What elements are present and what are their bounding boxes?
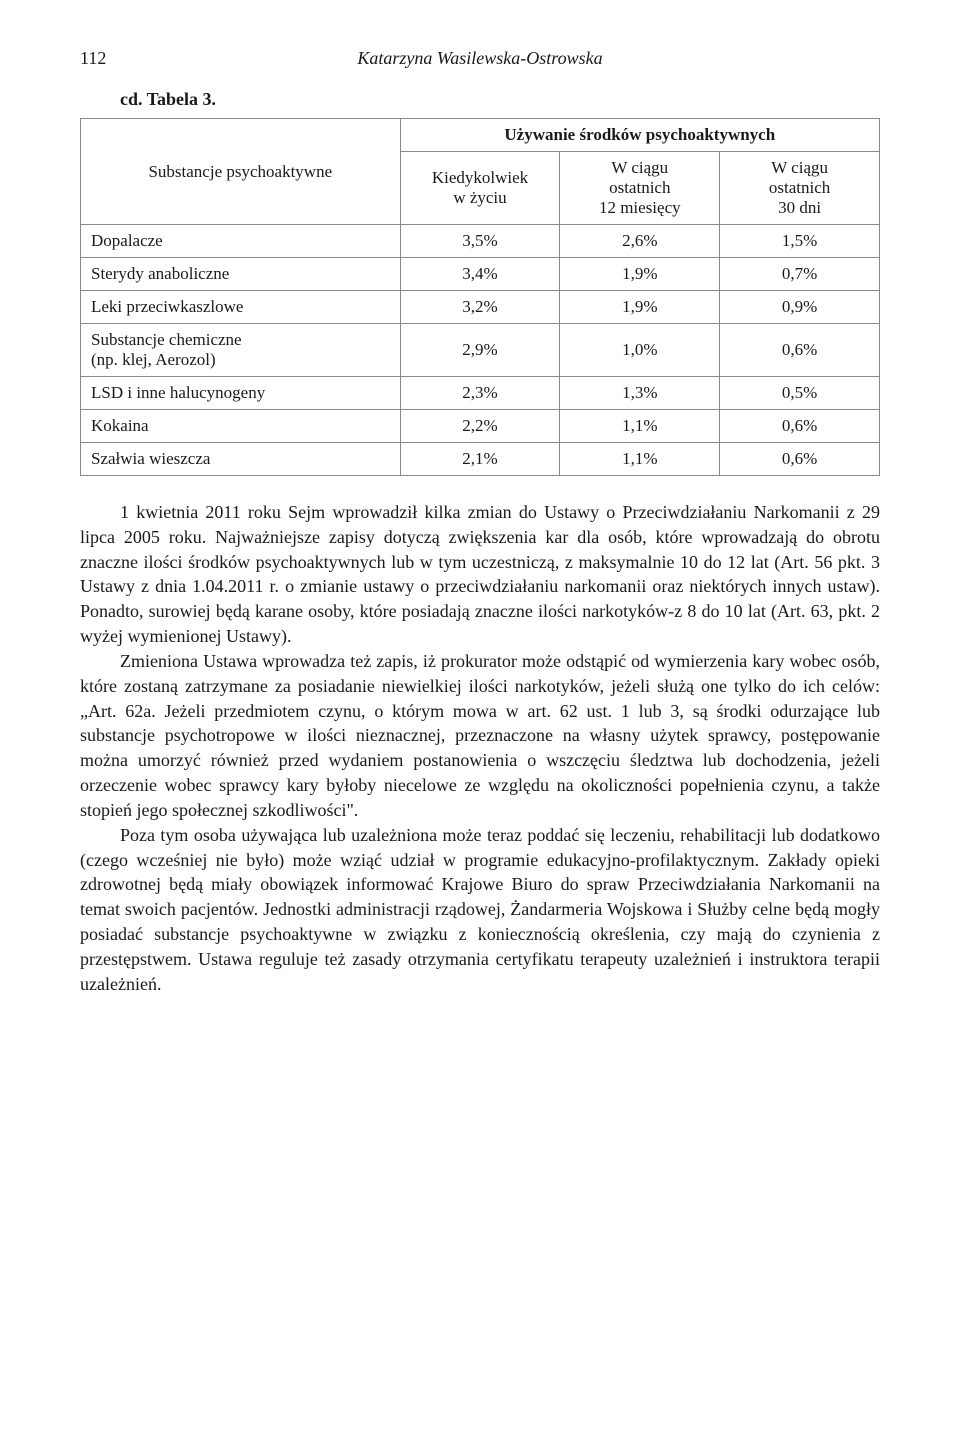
table-row-label: Substancje chemiczne(np. klej, Aerozol) xyxy=(81,324,401,377)
table-row-label: Sterydy anaboliczne xyxy=(81,258,401,291)
table-cell-value: 1,0% xyxy=(560,324,720,377)
table-cell-value: 1,1% xyxy=(560,443,720,476)
table-cell-value: 0,9% xyxy=(720,291,880,324)
table-col-header: Kiedykolwiekw życiu xyxy=(400,152,560,225)
table-row: Sterydy anaboliczne3,4%1,9%0,7% xyxy=(81,258,880,291)
table-row: LSD i inne halucynogeny2,3%1,3%0,5% xyxy=(81,377,880,410)
table-cell-value: 1,5% xyxy=(720,225,880,258)
table-cell-value: 1,9% xyxy=(560,291,720,324)
body-paragraph: Poza tym osoba używająca lub uzależniona… xyxy=(80,823,880,997)
table-cell-value: 0,6% xyxy=(720,443,880,476)
table-cell-value: 3,4% xyxy=(400,258,560,291)
table-cell-value: 2,9% xyxy=(400,324,560,377)
table-row-label: LSD i inne halucynogeny xyxy=(81,377,401,410)
table-cell-value: 3,2% xyxy=(400,291,560,324)
table-col-header: W ciąguostatnich30 dni xyxy=(720,152,880,225)
table-row: Dopalacze3,5%2,6%1,5% xyxy=(81,225,880,258)
table-cell-value: 2,1% xyxy=(400,443,560,476)
table-row-label: Dopalacze xyxy=(81,225,401,258)
table-cell-value: 0,5% xyxy=(720,377,880,410)
body-text: 1 kwietnia 2011 roku Sejm wprowadził kil… xyxy=(80,500,880,997)
table-row: Leki przeciwkaszlowe3,2%1,9%0,9% xyxy=(81,291,880,324)
table-super-header: Używanie środków psychoaktywnych xyxy=(400,119,879,152)
table-cell-value: 0,6% xyxy=(720,324,880,377)
table-cell-value: 0,7% xyxy=(720,258,880,291)
body-paragraph: 1 kwietnia 2011 roku Sejm wprowadził kil… xyxy=(80,500,880,649)
table-row: Szałwia wieszcza2,1%1,1%0,6% xyxy=(81,443,880,476)
table-cell-value: 1,3% xyxy=(560,377,720,410)
table-row: Kokaina2,2%1,1%0,6% xyxy=(81,410,880,443)
table-cell-value: 2,3% xyxy=(400,377,560,410)
author-name: Katarzyna Wasilewska-Ostrowska xyxy=(124,48,836,69)
table-cell-value: 1,9% xyxy=(560,258,720,291)
table-corner-header: Substancje psychoaktywne xyxy=(81,119,401,225)
table-row-label: Kokaina xyxy=(81,410,401,443)
table-cell-value: 3,5% xyxy=(400,225,560,258)
table-header-row-1: Substancje psychoaktywne Używanie środkó… xyxy=(81,119,880,152)
table-caption: cd. Tabela 3. xyxy=(80,89,880,110)
body-paragraph: Zmieniona Ustawa wprowadza też zapis, iż… xyxy=(80,649,880,823)
table-cell-value: 2,6% xyxy=(560,225,720,258)
table-cell-value: 0,6% xyxy=(720,410,880,443)
table-col-header: W ciąguostatnich12 miesięcy xyxy=(560,152,720,225)
page-number: 112 xyxy=(80,48,124,69)
table-row: Substancje chemiczne(np. klej, Aerozol)2… xyxy=(81,324,880,377)
table-cell-value: 2,2% xyxy=(400,410,560,443)
table-row-label: Szałwia wieszcza xyxy=(81,443,401,476)
substances-table: Substancje psychoaktywne Używanie środkó… xyxy=(80,118,880,476)
table-row-label: Leki przeciwkaszlowe xyxy=(81,291,401,324)
running-header: 112 Katarzyna Wasilewska-Ostrowska xyxy=(80,48,880,69)
table-cell-value: 1,1% xyxy=(560,410,720,443)
